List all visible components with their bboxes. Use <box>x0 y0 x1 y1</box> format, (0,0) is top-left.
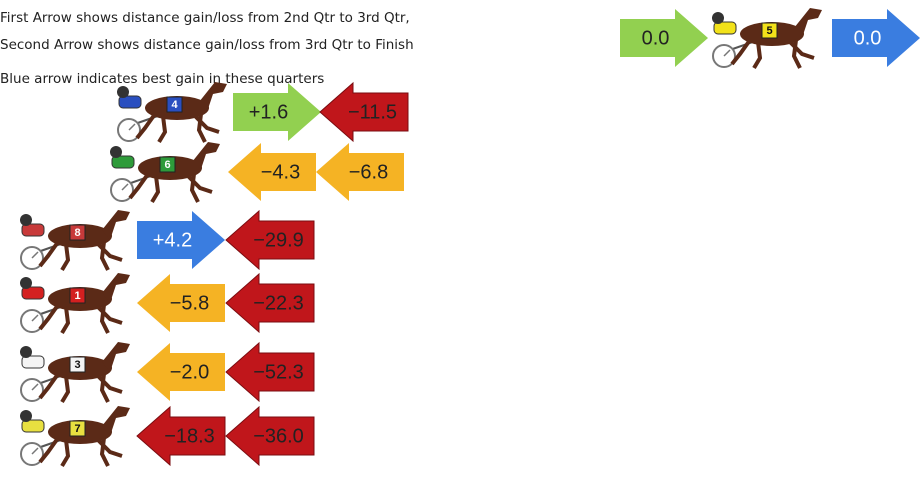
arrow: −22.3 <box>226 274 314 332</box>
horse-leg <box>102 374 108 402</box>
horse-icon: 5 <box>712 8 822 68</box>
horse-icon: 6 <box>110 142 220 202</box>
arrow: −52.3 <box>226 343 314 401</box>
horse-leg <box>102 242 108 270</box>
arrow: −36.0 <box>226 407 314 465</box>
arrow-value: −18.3 <box>164 425 215 447</box>
horse-leg <box>199 114 205 142</box>
arrow: +4.2 <box>137 211 225 269</box>
horse-leg <box>62 440 68 466</box>
arrow-value: −5.8 <box>170 292 209 314</box>
horse-leg <box>62 244 68 270</box>
saddle-number: 5 <box>766 25 772 37</box>
legend-line: First Arrow shows distance gain/loss fro… <box>0 10 410 26</box>
driver-helmet <box>20 410 32 422</box>
horse-icon: 4 <box>117 82 227 142</box>
saddle-number: 3 <box>74 359 80 371</box>
horse-icon: 1 <box>20 273 130 333</box>
arrow-value: 0.0 <box>854 27 882 49</box>
horse-leg <box>152 176 158 202</box>
arrow-value: −2.0 <box>170 361 209 383</box>
horse-icon: 3 <box>20 342 130 402</box>
arrow-value: 0.0 <box>642 27 670 49</box>
page: First Arrow shows distance gain/loss fro… <box>0 0 920 479</box>
arrow-value: −6.8 <box>349 161 388 183</box>
horse-leg <box>62 307 68 333</box>
legend-line: Second Arrow shows distance gain/loss fr… <box>0 37 414 53</box>
saddle-number: 4 <box>171 99 178 111</box>
saddle-number: 6 <box>164 159 170 171</box>
arrow: +1.6 <box>233 83 321 141</box>
screen: First Arrow shows distance gain/loss fro… <box>0 0 920 479</box>
arrow-value: −4.3 <box>261 161 300 183</box>
horse-icon: 7 <box>20 406 130 466</box>
horse-leg <box>102 305 108 333</box>
driver-helmet <box>117 86 129 98</box>
arrow-value: −36.0 <box>253 425 304 447</box>
horse-leg <box>102 438 108 466</box>
driver-helmet <box>20 346 32 358</box>
arrow-value: −29.9 <box>253 229 304 251</box>
arrow-value: −11.5 <box>348 101 397 123</box>
saddle-number: 7 <box>74 423 80 435</box>
arrow: −6.8 <box>316 143 404 201</box>
arrow: 0.0 <box>832 9 920 67</box>
driver-helmet <box>110 146 122 158</box>
arrow: −18.3 <box>137 407 225 465</box>
horse-leg <box>754 42 760 68</box>
saddle-number: 1 <box>74 290 80 302</box>
arrow: −11.5 <box>320 83 408 141</box>
arrow-value: +4.2 <box>153 229 192 251</box>
horse-leg <box>159 116 165 142</box>
arrow: −4.3 <box>228 143 316 201</box>
arrow: 0.0 <box>620 9 708 67</box>
arrow-value: +1.6 <box>249 101 288 123</box>
arrow: −5.8 <box>137 274 225 332</box>
driver-helmet <box>20 277 32 289</box>
horse-leg <box>62 376 68 402</box>
horse-leg <box>192 174 198 202</box>
driver-helmet <box>20 214 32 226</box>
legend-line: Blue arrow indicates best gain in these … <box>0 71 324 87</box>
arrow: −2.0 <box>137 343 225 401</box>
driver-helmet <box>712 12 724 24</box>
horse-leg <box>794 40 800 68</box>
arrow: −29.9 <box>226 211 314 269</box>
horse-icon: 8 <box>20 210 130 270</box>
saddle-number: 8 <box>74 227 80 239</box>
arrow-value: −52.3 <box>253 361 304 383</box>
arrow-value: −22.3 <box>253 292 304 314</box>
